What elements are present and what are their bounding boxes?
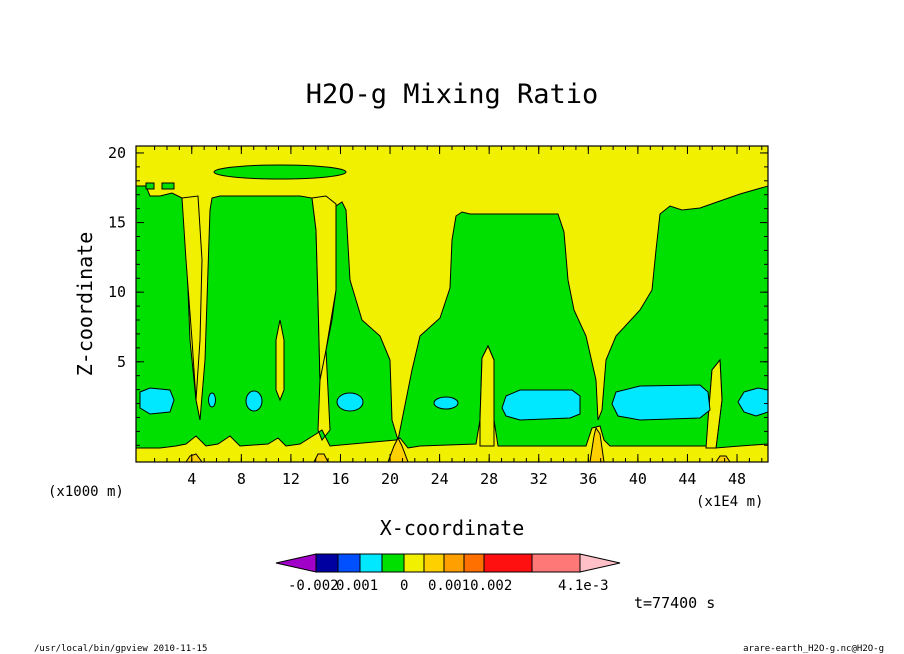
y-tick-label: 10: [108, 283, 126, 301]
colorbar-swatch: [483, 553, 533, 573]
colorbar-swatch: [315, 553, 339, 573]
colorbar: [275, 553, 621, 573]
y-tick-label: 5: [117, 353, 126, 371]
green-lens-top: [213, 164, 347, 180]
cyan-region-6: [501, 389, 581, 421]
x-tick-label: 4: [187, 470, 196, 488]
x-tick-label: 32: [530, 470, 548, 488]
colorbar-swatch: [423, 553, 445, 573]
y-axis: 5 10 15 20: [108, 144, 768, 446]
colorbar-arrow-right: [579, 553, 621, 573]
chart-title: H2O-g Mixing Ratio: [306, 79, 599, 110]
colorbar-swatch: [463, 553, 485, 573]
x-tick-label: 36: [579, 470, 597, 488]
yellow-thin-left: [275, 319, 285, 402]
colorbar-label-5: 4.1e-3: [558, 578, 609, 594]
cyan-region-2: [208, 392, 216, 408]
y-axis-label: Z-coordinate: [73, 232, 97, 377]
x-tick-label: 8: [237, 470, 246, 488]
colorbar-swatch: [381, 553, 405, 573]
cyan-region-7: [611, 384, 711, 421]
footer-right: arare-earth_H2O-g.nc@H2O-g: [743, 644, 884, 654]
colorbar-swatch: [443, 553, 465, 573]
yellow-channel-2: [311, 195, 337, 381]
cyan-region-1: [139, 387, 175, 415]
colorbar-arrow-left: [275, 553, 317, 573]
yellow-bump-center: [479, 344, 495, 447]
x-axis-label: X-coordinate: [380, 516, 525, 540]
x-tick-label: 40: [629, 470, 647, 488]
x-tick-label: 44: [678, 470, 696, 488]
cyan-region-4: [336, 392, 364, 412]
yellow-bump-right: [705, 358, 723, 449]
x-unit-right: (x1E4 m): [696, 494, 763, 510]
x-tick-label: 48: [728, 470, 746, 488]
footer-left: /usr/local/bin/gpview 2010-11-15: [34, 644, 207, 654]
x-tick-label: 20: [381, 470, 399, 488]
colorbar-label-2: 0.001: [336, 578, 378, 594]
colorbar-labels: -0.002 0.001 0 0.0010.002 4.1e-3: [288, 578, 609, 594]
time-label: t=77400 s: [634, 594, 715, 612]
cyan-region-3: [245, 390, 263, 412]
colorbar-label-4: 0.0010.002: [428, 578, 512, 594]
x-unit-left: (x1000 m): [48, 484, 124, 500]
y-tick-label: 15: [108, 214, 126, 232]
green-blob-a: [145, 182, 155, 190]
colorbar-swatch: [403, 553, 425, 573]
colorbar-swatch: [359, 553, 383, 573]
x-tick-label: 12: [282, 470, 300, 488]
colorbar-label-1: -0.002: [288, 578, 339, 594]
x-axis: 4 8 12 16 20 24 28 32 36 40 44 48: [154, 146, 763, 488]
y-tick-label: 20: [108, 144, 126, 162]
colorbar-swatch: [531, 553, 581, 573]
green-blob-b: [161, 182, 175, 190]
cyan-region-5: [433, 396, 459, 410]
plot-area: [135, 145, 769, 463]
cyan-region-8: [737, 387, 769, 417]
colorbar-label-3: 0: [400, 578, 408, 594]
x-tick-label: 28: [480, 470, 498, 488]
colorbar-swatch: [337, 553, 361, 573]
x-tick-label: 16: [331, 470, 349, 488]
x-tick-label: 24: [431, 470, 449, 488]
yellow-channel-1: [181, 195, 203, 401]
